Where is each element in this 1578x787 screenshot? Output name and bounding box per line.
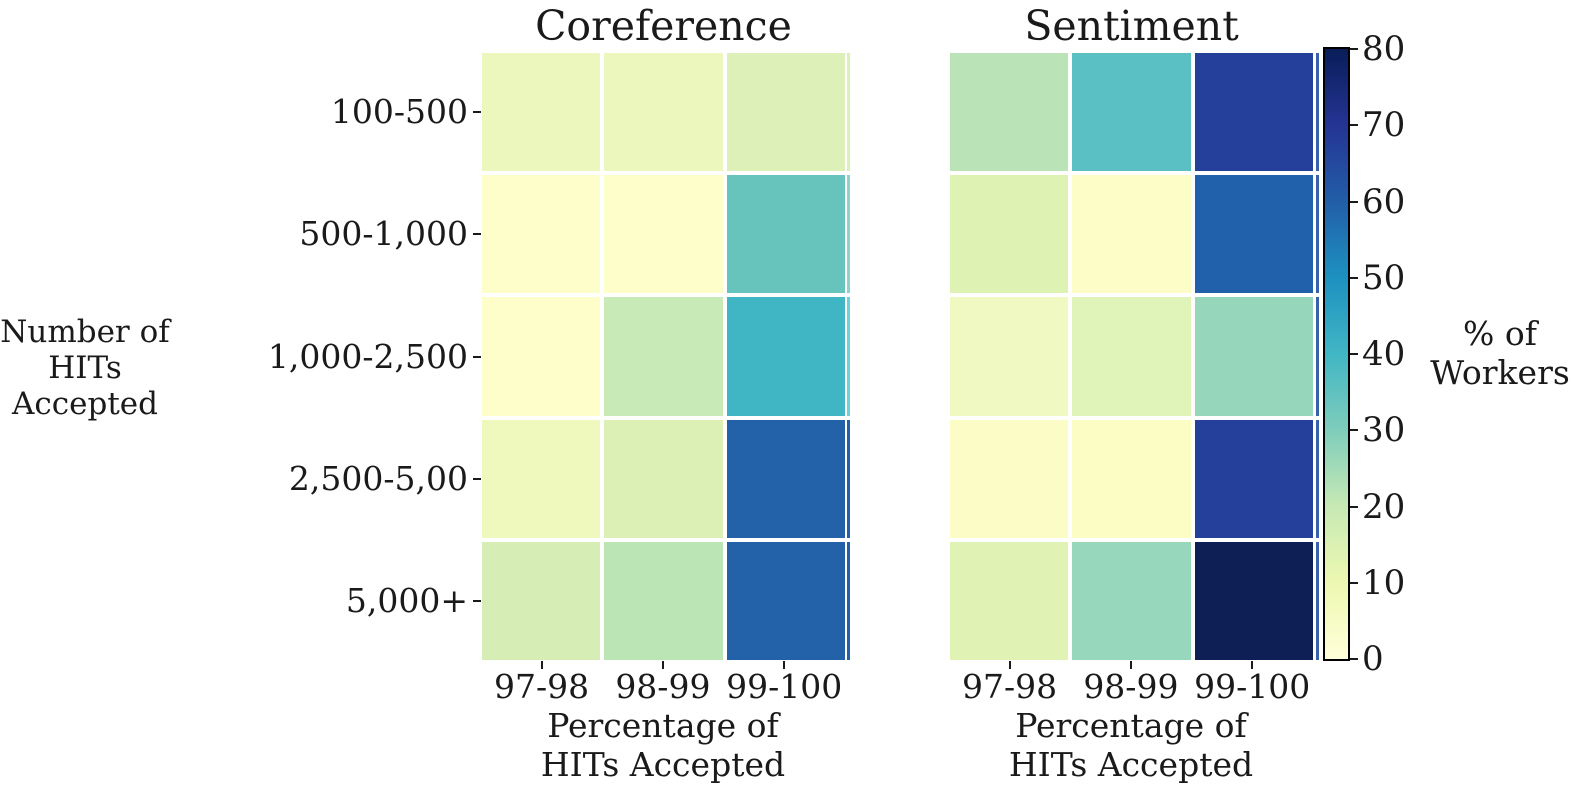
heatmap-cell bbox=[950, 541, 1069, 660]
colorbar-tick-label: 70 bbox=[1362, 105, 1406, 146]
y-tick-label: 100-500 bbox=[330, 92, 468, 132]
y-tick-label: 5,000+ bbox=[345, 580, 468, 620]
y-tick-label: 2,500-5,00 bbox=[288, 458, 468, 498]
colorbar-tick-label: 0 bbox=[1362, 639, 1384, 679]
edge-strip-segment bbox=[1316, 541, 1319, 660]
edge-strip-segment bbox=[847, 541, 850, 660]
x-axis-title-line1: Percentage of bbox=[1015, 706, 1247, 745]
x-axis-title-line1: Percentage of bbox=[547, 706, 779, 745]
heatmap-cell bbox=[726, 53, 845, 172]
x-tick-label: 97-98 bbox=[494, 667, 590, 706]
x-axis-title-sentiment: Percentage of HITs Accepted bbox=[981, 706, 1281, 784]
colorbar-tick-label: 80 bbox=[1362, 29, 1406, 69]
colorbar bbox=[1323, 47, 1350, 661]
heatmap-coreference bbox=[482, 53, 845, 660]
x-tick-mark bbox=[783, 661, 786, 669]
y-tick-mark bbox=[473, 111, 481, 114]
heatmap-cell bbox=[726, 175, 845, 294]
heatmap-coreference-edge-strip bbox=[847, 53, 850, 660]
y-tick-label: 1,000-2,500 bbox=[267, 336, 468, 376]
y-tick-mark bbox=[473, 477, 481, 480]
x-tick-mark bbox=[1129, 661, 1132, 669]
x-tick-mark bbox=[1251, 661, 1254, 669]
heatmap-cell bbox=[482, 175, 601, 294]
x-tick-label: 98-99 bbox=[1083, 667, 1179, 706]
panel-title-sentiment: Sentiment bbox=[1024, 2, 1239, 50]
colorbar-title: % of Workers bbox=[1410, 314, 1578, 392]
colorbar-tick-mark bbox=[1350, 429, 1358, 432]
edge-strip-segment bbox=[847, 297, 850, 416]
heatmap-cell bbox=[1194, 419, 1313, 538]
y-tick-label: 500-1,000 bbox=[299, 214, 468, 254]
colorbar-tick-mark bbox=[1350, 48, 1358, 50]
y-tick-mark bbox=[473, 233, 481, 236]
colorbar-tick-label: 20 bbox=[1362, 486, 1406, 527]
colorbar-tick-label: 30 bbox=[1362, 410, 1406, 451]
heatmap-cell bbox=[726, 419, 845, 538]
heatmap-cell bbox=[950, 419, 1069, 538]
edge-strip-segment bbox=[847, 53, 850, 172]
heatmap-cell bbox=[726, 297, 845, 416]
edge-strip-segment bbox=[847, 419, 850, 538]
heatmap-cell bbox=[604, 541, 723, 660]
x-tick-label: 97-98 bbox=[962, 667, 1058, 706]
edge-strip-segment bbox=[1316, 419, 1319, 538]
x-axis-title-line2: HITs Accepted bbox=[540, 745, 786, 784]
heatmap-cell bbox=[1194, 53, 1313, 172]
heatmap-sentiment-edge-strip bbox=[1316, 53, 1319, 660]
heatmap-cell bbox=[604, 175, 723, 294]
colorbar-tick-label: 60 bbox=[1362, 181, 1406, 222]
heatmap-cell bbox=[1194, 175, 1313, 294]
heatmap-cell bbox=[1072, 297, 1191, 416]
panel-title-coreference: Coreference bbox=[535, 2, 792, 50]
heatmap-cell bbox=[482, 53, 601, 172]
edge-strip-segment bbox=[1316, 175, 1319, 294]
heatmap-cell bbox=[1194, 297, 1313, 416]
x-tick-mark bbox=[661, 661, 664, 669]
y-axis-title-line1: Number of bbox=[0, 314, 170, 350]
heatmap-cell bbox=[1072, 541, 1191, 660]
heatmap-cell bbox=[1072, 53, 1191, 172]
x-tick-label: 98-99 bbox=[615, 667, 711, 706]
y-tick-mark bbox=[473, 599, 481, 602]
colorbar-tick-label: 10 bbox=[1362, 562, 1406, 603]
edge-strip-segment bbox=[1316, 297, 1319, 416]
x-axis-title-coreference: Percentage of HITs Accepted bbox=[513, 706, 813, 784]
x-tick-label: 99-100 bbox=[726, 667, 843, 706]
edge-strip-segment bbox=[847, 175, 850, 294]
colorbar-tick-mark bbox=[1350, 276, 1358, 279]
heatmap-cell bbox=[1194, 541, 1313, 660]
heatmap-sentiment bbox=[950, 53, 1313, 660]
heatmap-cell bbox=[1072, 175, 1191, 294]
colorbar-tick-mark bbox=[1350, 200, 1358, 203]
y-tick-mark bbox=[473, 355, 481, 358]
colorbar-tick-mark bbox=[1350, 658, 1358, 660]
colorbar-tick-mark bbox=[1350, 581, 1358, 584]
heatmap-cell bbox=[950, 53, 1069, 172]
y-axis-title: Number of HITs Accepted bbox=[0, 314, 190, 422]
colorbar-tick-label: 50 bbox=[1362, 257, 1406, 298]
x-axis-title-line2: HITs Accepted bbox=[1008, 745, 1254, 784]
colorbar-tick-mark bbox=[1350, 124, 1358, 127]
heatmap-cell bbox=[1072, 419, 1191, 538]
heatmap-cell bbox=[604, 53, 723, 172]
y-axis-title-line2: HITs Accepted bbox=[12, 350, 158, 422]
x-tick-label: 99-100 bbox=[1194, 667, 1311, 706]
x-tick-mark bbox=[1008, 661, 1011, 669]
heatmap-cell bbox=[604, 419, 723, 538]
heatmap-cell bbox=[950, 297, 1069, 416]
colorbar-tick-mark bbox=[1350, 505, 1358, 508]
edge-strip-segment bbox=[1316, 53, 1319, 172]
heatmap-cell bbox=[950, 175, 1069, 294]
heatmap-cell bbox=[482, 541, 601, 660]
colorbar-tick-label: 40 bbox=[1362, 334, 1406, 374]
x-tick-mark bbox=[540, 661, 543, 669]
heatmap-cell bbox=[726, 541, 845, 660]
colorbar-title-line1: % of bbox=[1463, 314, 1537, 353]
heatmap-cell bbox=[604, 297, 723, 416]
heatmap-cell bbox=[482, 419, 601, 538]
heatmap-cell bbox=[482, 297, 601, 416]
colorbar-tick-mark bbox=[1350, 353, 1358, 355]
colorbar-title-line2: Workers bbox=[1430, 353, 1570, 392]
